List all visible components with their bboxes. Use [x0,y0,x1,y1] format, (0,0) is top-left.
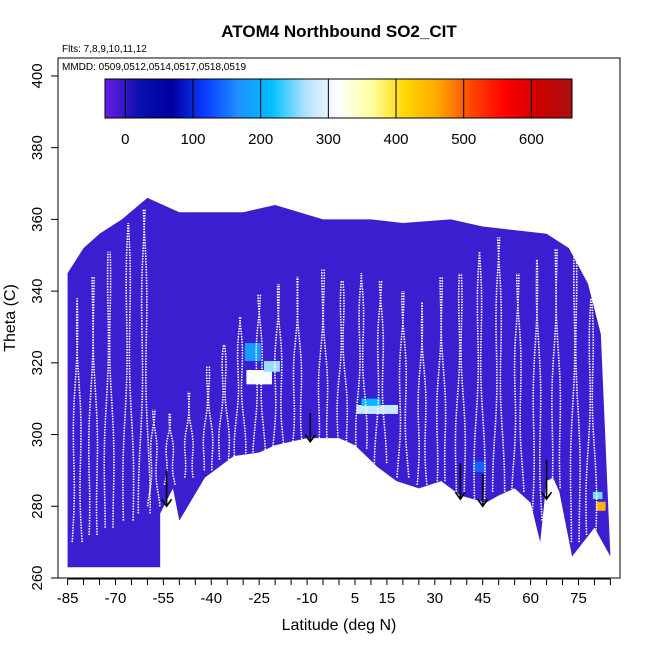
y-tick-label: 380 [29,135,46,160]
profile-trace [271,283,285,449]
y-tick-label: 280 [29,494,46,519]
profile-trace [183,391,194,478]
profile-trace [454,273,467,492]
y-tick-label: 340 [29,279,46,304]
dates-note: MMDD: 0509,0512,0514,0517,0518,0519 [62,62,246,73]
so2-field [67,197,611,568]
colorbar-bar [104,78,573,119]
chart-title: ATOM4 Northbound SO2_CIT [221,22,457,41]
y-axis: 260 280 300 320 340 360 380 400 [29,63,59,591]
enhancement-cell [473,461,486,473]
plot-area [67,197,611,568]
colorbar: 0 100 200 300 400 500 600 [104,78,573,148]
flight-arrow [477,474,489,508]
x-tick-label: -70 [105,590,127,607]
y-axis-label: Theta (C) [2,284,19,352]
profile-trace [354,273,368,449]
profile-trace [416,301,428,485]
colorbar-tick-label: 0 [121,131,129,148]
flight-arrows [160,413,553,508]
profile-trace [218,344,231,460]
profile-trace [373,280,388,464]
profile-trace [551,248,562,489]
colorbar-tick-label: 400 [384,131,409,148]
x-tick-label: 45 [474,590,491,607]
profile-trace [71,298,83,543]
y-tick-label: 300 [29,422,46,447]
x-axis: -85 -70 -55 -40 -25 -10 5 15 30 45 60 75 [57,578,611,607]
profile-trace [473,251,486,500]
profile-trace [146,409,161,507]
x-tick-label: 75 [570,590,587,607]
x-tick-label: -55 [153,590,175,607]
profile-trace [510,273,525,492]
x-tick-label: -85 [57,590,79,607]
y-tick-label: 400 [29,63,46,88]
flight-arrow [160,470,173,508]
x-tick-label: 30 [426,590,443,607]
profile-trace [103,251,115,528]
profile-trace [491,237,506,492]
colorbar-tick-label: 500 [451,131,476,148]
profile-trace [585,298,598,536]
y-tick-label: 360 [29,207,46,232]
enhancement-cell [596,501,606,511]
enhancement-cell [263,361,280,372]
enhancement-cell [361,398,381,406]
profile-trace [252,294,267,453]
x-tick-label: 5 [351,590,359,607]
profile-trace [317,269,329,439]
enhancement-cell [244,343,261,362]
colorbar-tick-label: 200 [248,131,273,148]
enhancement-cell [246,370,272,385]
profile-trace [531,258,543,521]
flight-profiles [71,208,598,543]
x-tick-label: 15 [379,590,396,607]
profile-trace [202,366,214,471]
profile-trace [122,222,135,521]
flights-note: Flts: 7,8,9,10,11,12 [62,44,147,55]
enhancement-layer [244,343,606,511]
x-axis-label: Latitude (deg N) [282,617,397,634]
flight-arrow [540,459,553,501]
colorbar-tick-label: 100 [180,131,205,148]
colorbar-ticks: 0 100 200 300 400 500 600 [121,79,544,148]
enhancement-cell [592,491,603,500]
x-tick-label: 60 [522,590,539,607]
flight-arrow [454,463,466,501]
flight-arrow [304,413,316,444]
x-tick-label: -10 [296,590,318,607]
profile-trace [233,316,247,457]
profile-trace [569,255,581,543]
colorbar-tick-label: 600 [519,131,544,148]
enhancement-cell [356,404,399,414]
profile-trace [137,208,152,514]
profile-trace [396,291,410,478]
colorbar-tick-label: 300 [316,131,341,148]
x-tick-label: -40 [200,590,222,607]
profile-trace [435,276,447,482]
y-tick-label: 260 [29,565,46,590]
y-tick-label: 320 [29,350,46,375]
profile-trace [292,276,303,442]
x-tick-label: -25 [248,590,270,607]
